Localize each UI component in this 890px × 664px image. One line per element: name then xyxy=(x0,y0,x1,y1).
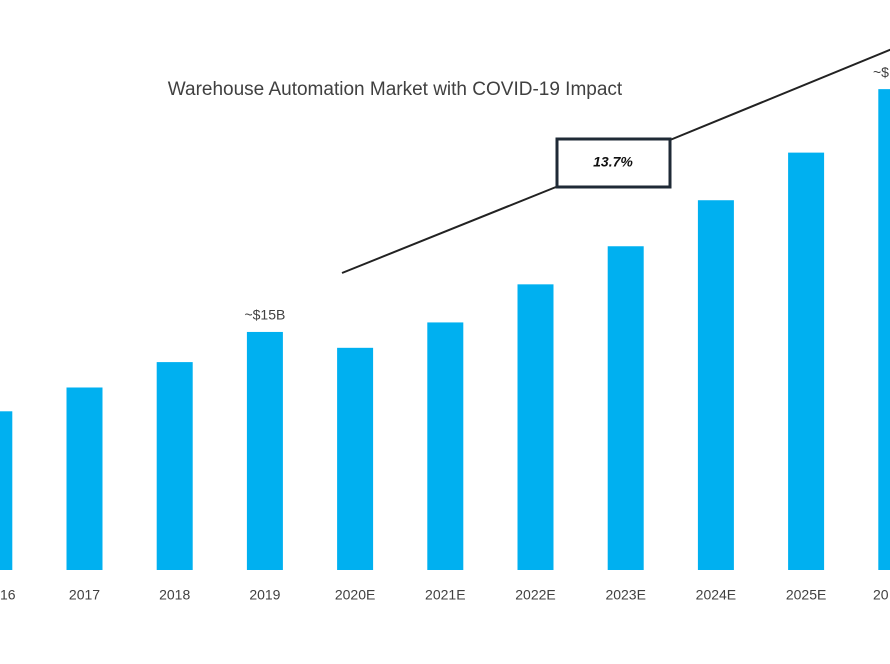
x-tick-label: 2021E xyxy=(425,587,465,603)
x-tick-label: 2017 xyxy=(69,587,100,603)
x-tick-label: 2023E xyxy=(605,587,645,603)
bar xyxy=(246,331,283,570)
bar xyxy=(878,89,890,570)
bar xyxy=(0,411,13,570)
cagr-label: 13.7% xyxy=(593,154,633,170)
cagr-line xyxy=(669,48,890,141)
bar xyxy=(697,200,734,570)
bar xyxy=(607,246,644,570)
bar xyxy=(517,284,554,570)
bar xyxy=(427,322,464,570)
cagr-line xyxy=(341,186,557,274)
bar xyxy=(66,387,103,570)
bar xyxy=(156,362,193,570)
value-label: ~$15B xyxy=(244,307,285,323)
bar xyxy=(337,347,374,570)
bar xyxy=(788,152,825,570)
x-tick-label: 2024E xyxy=(696,587,736,603)
x-tick-label: 2022E xyxy=(515,587,555,603)
x-tick-label: 2019 xyxy=(249,587,280,603)
x-tick-label: 20 xyxy=(873,587,889,603)
value-label: ~$ xyxy=(873,64,889,80)
x-tick-label: 2025E xyxy=(786,587,826,603)
x-tick-label: 16 xyxy=(0,587,16,603)
cagr-box xyxy=(555,137,672,189)
x-tick-label: 2018 xyxy=(159,587,190,603)
chart-title: Warehouse Automation Market with COVID-1… xyxy=(168,79,623,100)
x-tick-label: 2020E xyxy=(335,587,375,603)
